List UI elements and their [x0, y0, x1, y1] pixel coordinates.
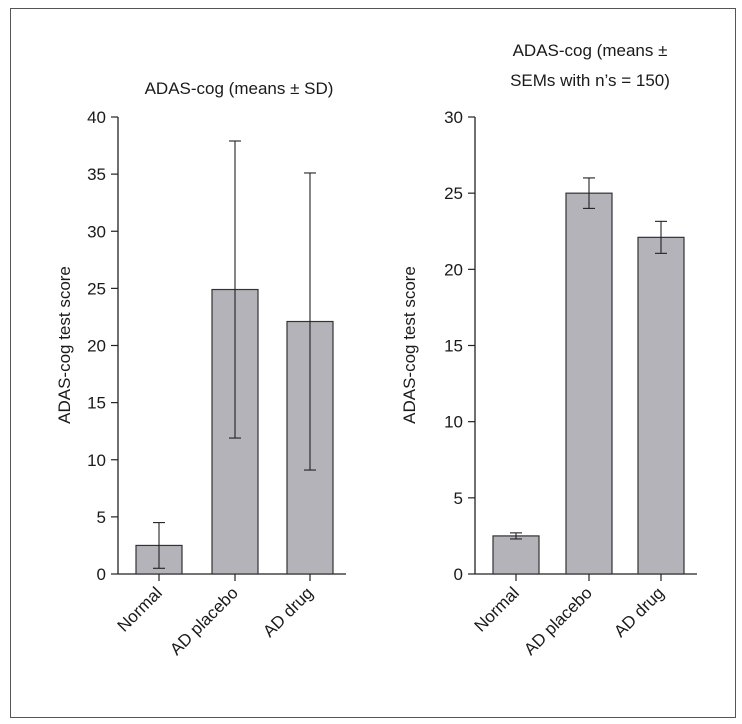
left-y-tick-label: 10: [87, 451, 106, 470]
left-y-tick-label: 20: [87, 337, 106, 356]
left-y-tick-label: 40: [87, 108, 106, 127]
right-category-label: AD drug: [610, 583, 668, 641]
right-bar-normal: [493, 536, 539, 574]
right-y-tick-label: 15: [444, 337, 463, 356]
left-y-tick-label: 5: [97, 508, 106, 527]
right-y-tick-label: 25: [444, 184, 463, 203]
left-category-label: AD placebo: [166, 583, 242, 659]
right-y-tick-label: 5: [454, 489, 463, 508]
left-y-tick-label: 30: [87, 222, 106, 241]
right-chart-title-line-1: ADAS-cog (means ±: [513, 41, 668, 60]
right-category-label: Normal: [471, 583, 523, 635]
right-bar-ad-placebo: [566, 193, 612, 574]
left-category-label: AD drug: [259, 583, 317, 641]
right-y-tick-label: 10: [444, 413, 463, 432]
left-y-tick-label: 25: [87, 279, 106, 298]
right-y-tick-label: 20: [444, 260, 463, 279]
left-chart-plot: 0 5 10 15 20 25 30 35 40 Normal AD placebo AD drug: [87, 108, 346, 659]
left-y-tick-label: 0: [97, 565, 106, 584]
right-bar-ad-drug: [638, 237, 684, 574]
left-y-tick-label: 15: [87, 394, 106, 413]
right-y-tick-label: 0: [454, 565, 463, 584]
left-y-axis-label: ADAS-cog test score: [55, 266, 74, 424]
left-category-label: Normal: [114, 583, 166, 635]
left-chart-title: ADAS-cog (means ± SD): [145, 79, 334, 98]
left-y-tick-label: 35: [87, 165, 106, 184]
right-y-axis-label: ADAS-cog test score: [400, 266, 419, 424]
right-chart-title-line-2: SEMs with n’s = 150): [510, 71, 670, 90]
right-category-label: AD placebo: [520, 583, 596, 659]
right-y-tick-label: 30: [444, 108, 463, 127]
